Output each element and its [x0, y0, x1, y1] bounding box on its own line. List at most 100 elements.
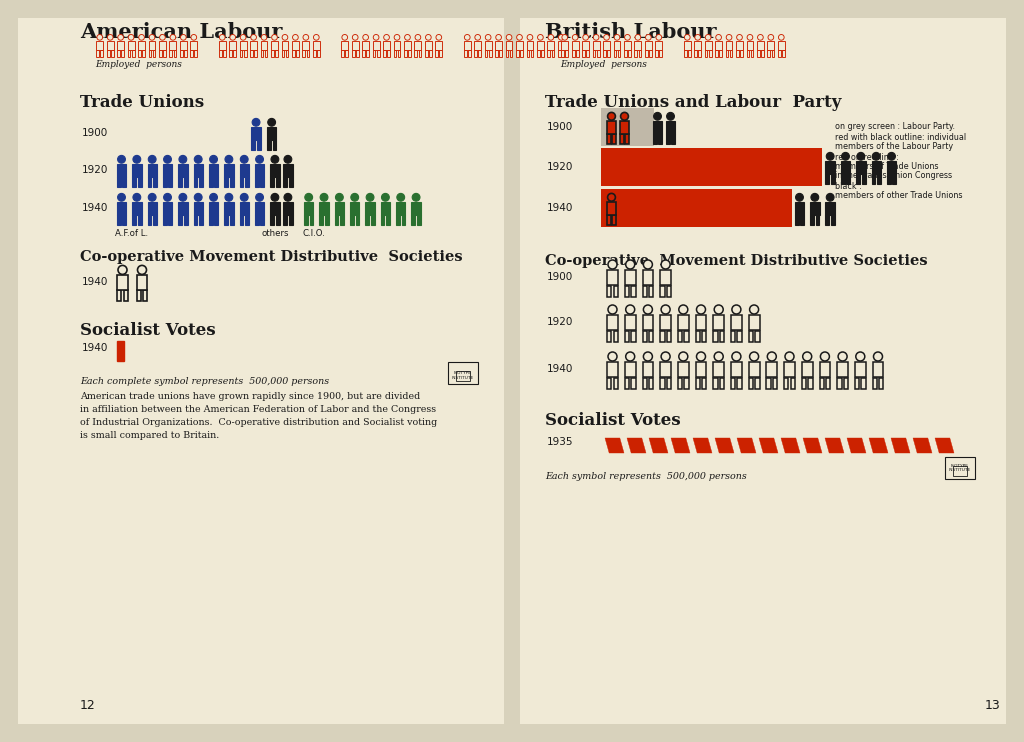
- Bar: [373, 50, 376, 57]
- Polygon shape: [737, 438, 756, 453]
- Bar: [96, 50, 99, 57]
- Bar: [319, 215, 324, 225]
- Bar: [672, 134, 675, 144]
- Bar: [678, 378, 682, 389]
- Bar: [302, 41, 309, 50]
- Bar: [871, 161, 881, 174]
- Bar: [698, 50, 701, 57]
- Bar: [607, 161, 616, 174]
- Bar: [289, 177, 293, 187]
- Bar: [284, 202, 293, 214]
- Bar: [257, 140, 261, 150]
- Circle shape: [485, 34, 490, 40]
- Circle shape: [745, 152, 754, 160]
- Bar: [628, 174, 632, 184]
- Circle shape: [686, 194, 693, 201]
- Bar: [496, 41, 502, 50]
- Circle shape: [148, 194, 156, 201]
- Bar: [488, 50, 492, 57]
- Bar: [695, 331, 700, 342]
- Bar: [561, 41, 568, 50]
- Bar: [229, 177, 233, 187]
- Polygon shape: [759, 438, 778, 453]
- Circle shape: [785, 352, 794, 361]
- Circle shape: [608, 352, 617, 361]
- Circle shape: [195, 155, 202, 163]
- Bar: [607, 331, 611, 342]
- Bar: [791, 161, 801, 174]
- Bar: [170, 41, 176, 50]
- Text: Each symbol represents  500,000 persons: Each symbol represents 500,000 persons: [545, 472, 746, 481]
- Bar: [132, 177, 136, 187]
- Bar: [607, 270, 617, 285]
- Bar: [757, 50, 760, 57]
- Circle shape: [856, 352, 865, 361]
- Bar: [607, 215, 610, 225]
- Bar: [341, 50, 344, 57]
- Bar: [688, 50, 690, 57]
- Bar: [669, 174, 672, 184]
- Polygon shape: [891, 438, 910, 453]
- Bar: [667, 378, 671, 389]
- Bar: [660, 362, 671, 377]
- Circle shape: [655, 194, 663, 201]
- Bar: [642, 286, 647, 297]
- Bar: [612, 215, 616, 225]
- Bar: [667, 286, 671, 297]
- Circle shape: [108, 34, 113, 40]
- Bar: [806, 174, 810, 184]
- Bar: [597, 50, 599, 57]
- Bar: [810, 202, 819, 214]
- Circle shape: [397, 194, 404, 201]
- Circle shape: [736, 34, 742, 40]
- Bar: [484, 41, 492, 50]
- Bar: [630, 215, 633, 225]
- Text: 1940: 1940: [547, 203, 573, 213]
- Bar: [132, 202, 141, 214]
- Bar: [649, 50, 651, 57]
- Circle shape: [256, 194, 263, 201]
- Bar: [766, 362, 777, 377]
- Polygon shape: [847, 438, 866, 453]
- Bar: [393, 50, 396, 57]
- Bar: [245, 215, 249, 225]
- Bar: [425, 50, 428, 57]
- Bar: [377, 50, 380, 57]
- Bar: [705, 41, 712, 50]
- Bar: [124, 290, 128, 301]
- Bar: [304, 215, 308, 225]
- Text: 1935: 1935: [547, 437, 573, 447]
- Circle shape: [706, 34, 711, 40]
- Bar: [729, 161, 739, 174]
- Circle shape: [767, 352, 776, 361]
- Bar: [178, 177, 182, 187]
- Bar: [631, 331, 636, 342]
- Bar: [537, 41, 544, 50]
- Bar: [684, 378, 689, 389]
- Bar: [174, 50, 176, 57]
- Bar: [716, 202, 725, 214]
- Bar: [229, 50, 232, 57]
- Bar: [296, 50, 299, 57]
- Bar: [271, 50, 273, 57]
- Bar: [383, 41, 390, 50]
- Polygon shape: [825, 438, 844, 453]
- Bar: [639, 202, 648, 214]
- Bar: [284, 164, 293, 177]
- Bar: [271, 41, 278, 50]
- Circle shape: [679, 305, 688, 314]
- Bar: [660, 378, 665, 389]
- Bar: [429, 50, 432, 57]
- Circle shape: [271, 34, 278, 40]
- Circle shape: [97, 34, 102, 40]
- Bar: [612, 134, 616, 144]
- Bar: [626, 134, 629, 144]
- Circle shape: [394, 34, 399, 40]
- Bar: [335, 202, 344, 214]
- Circle shape: [716, 34, 722, 40]
- Text: 1900: 1900: [547, 122, 573, 132]
- Bar: [642, 378, 647, 389]
- Bar: [887, 174, 891, 184]
- Circle shape: [621, 112, 629, 120]
- Circle shape: [548, 34, 554, 40]
